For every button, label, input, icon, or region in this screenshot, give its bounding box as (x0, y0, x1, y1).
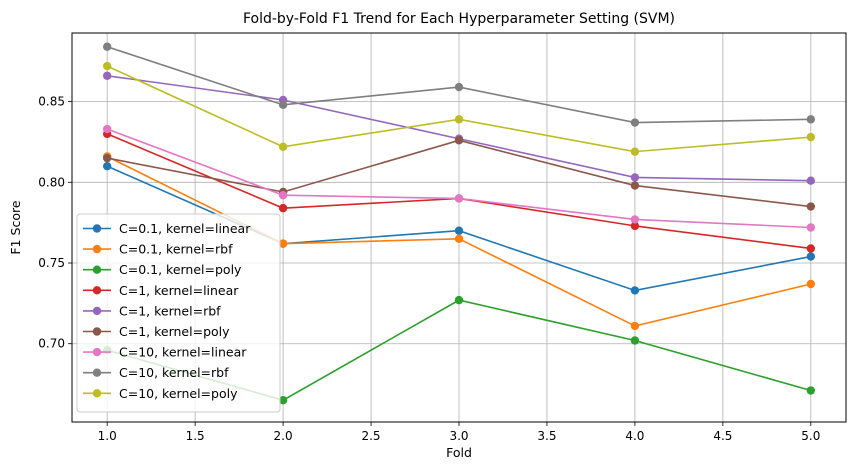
legend-swatch-marker (92, 368, 102, 377)
legend-item: C=0.1, kernel=linear (83, 221, 251, 236)
legend: C=0.1, kernel=linear C=0.1, kernel=rbf C=0… (76, 213, 281, 413)
legend-item: C=1, kernel=poly (83, 324, 230, 339)
data-point (806, 279, 816, 289)
data-point (278, 191, 288, 200)
legend-swatch-marker (92, 244, 102, 254)
data-point (278, 203, 288, 213)
legend-swatch-marker (92, 327, 102, 336)
data-point (102, 161, 112, 171)
legend-label: C=0.1, kernel=linear (119, 221, 251, 236)
x-tick-label: 3.5 (537, 429, 556, 443)
legend-label: C=10, kernel=poly (119, 386, 238, 401)
legend-swatch-marker (92, 306, 102, 316)
series-7 (102, 124, 816, 232)
series-9 (102, 61, 816, 156)
data-point (278, 396, 288, 405)
chart-title: Fold-by-Fold F1 Trend for Each Hyperpara… (243, 11, 675, 27)
data-point (630, 221, 640, 231)
legend-label: C=0.1, kernel=rbf (119, 242, 233, 257)
legend-label: C=10, kernel=linear (119, 345, 247, 360)
x-tick-label: 4.5 (713, 429, 732, 443)
x-tick-label: 4.0 (625, 429, 644, 443)
data-point (630, 147, 640, 156)
data-point (454, 194, 464, 203)
y-axis-ticks: 0.70 0.75 0.80 0.85 (38, 95, 72, 351)
data-point (630, 215, 640, 224)
data-point (454, 226, 464, 235)
data-point (102, 61, 112, 71)
series-layer (102, 42, 816, 405)
legend-item: C=0.1, kernel=poly (83, 262, 242, 277)
data-point (630, 173, 640, 182)
data-point (454, 136, 464, 145)
legend-item: C=1, kernel=rbf (83, 303, 221, 318)
series-8 (102, 42, 816, 127)
data-point (278, 100, 288, 110)
data-point (454, 295, 464, 305)
legend-swatch-marker (92, 224, 102, 233)
data-point (278, 142, 288, 151)
data-point (630, 286, 640, 295)
data-point (102, 71, 112, 80)
x-tick-label: 1.5 (186, 429, 205, 443)
legend-label: C=1, kernel=rbf (119, 303, 221, 318)
data-point (806, 386, 816, 395)
y-tick-label: 0.70 (38, 337, 65, 351)
x-axis-ticks: 1.0 1.5 2.0 2.5 3.0 3.5 4.0 4.5 5.0 (98, 422, 820, 443)
data-point (454, 115, 464, 124)
legend-box (76, 213, 281, 413)
data-point (806, 244, 816, 253)
data-point (806, 176, 816, 185)
legend-label: C=10, kernel=rbf (119, 365, 229, 380)
x-tick-label: 2.5 (361, 429, 380, 443)
data-point (454, 234, 464, 243)
legend-item: C=1, kernel=linear (83, 283, 239, 298)
legend-label: C=1, kernel=linear (119, 283, 239, 298)
legend-item: C=10, kernel=rbf (83, 365, 229, 380)
legend-item: C=10, kernel=poly (83, 386, 238, 401)
data-point (278, 239, 288, 248)
data-point (630, 336, 640, 345)
x-tick-label: 5.0 (801, 429, 820, 443)
data-point (630, 321, 640, 331)
x-tick-label: 3.0 (449, 429, 468, 443)
data-point (806, 252, 816, 261)
data-point (102, 124, 112, 134)
data-point (454, 82, 464, 92)
y-axis-title: F1 Score (8, 200, 23, 254)
legend-swatch-marker (92, 265, 102, 274)
y-tick-label: 0.85 (38, 95, 65, 109)
y-tick-label: 0.75 (38, 256, 65, 270)
y-tick-label: 0.80 (38, 175, 65, 189)
data-point (806, 223, 816, 232)
data-point (630, 118, 640, 127)
x-axis-title: Fold (446, 445, 472, 460)
legend-swatch-marker (92, 286, 102, 295)
data-point (102, 153, 112, 163)
x-tick-label: 2.0 (274, 429, 293, 443)
data-point (102, 42, 112, 51)
legend-label: C=1, kernel=poly (119, 324, 230, 339)
x-tick-label: 1.0 (98, 429, 117, 443)
legend-swatch-marker (92, 389, 102, 398)
legend-item: C=10, kernel=linear (83, 345, 247, 360)
data-point (806, 202, 816, 211)
data-point (806, 132, 816, 142)
legend-item: C=0.1, kernel=rbf (83, 242, 233, 257)
data-point (806, 115, 816, 124)
data-point (630, 181, 640, 190)
legend-label: C=0.1, kernel=poly (119, 262, 242, 277)
legend-swatch-marker (92, 347, 102, 357)
